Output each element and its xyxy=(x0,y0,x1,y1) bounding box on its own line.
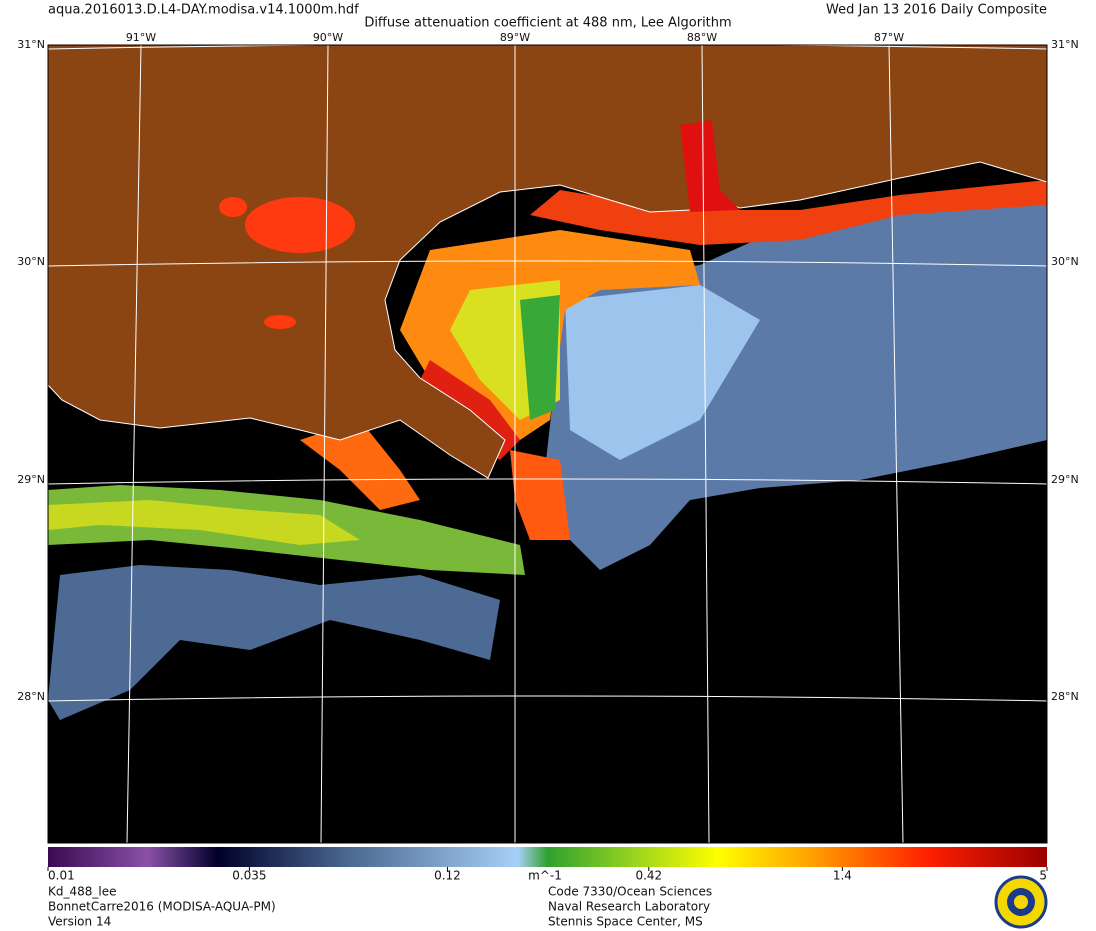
bay xyxy=(680,120,740,212)
meridian xyxy=(701,45,710,843)
longitude-label: 87°W xyxy=(874,31,904,44)
parallel xyxy=(48,45,1047,50)
latitude-label: 29°N xyxy=(17,473,45,486)
latitude-label: 30°N xyxy=(17,255,45,268)
graticule xyxy=(48,45,1047,843)
colorbar xyxy=(48,847,1047,867)
map-frame xyxy=(47,44,1048,844)
date: Wed Jan 13 2016 Daily Composite xyxy=(826,3,1047,18)
colorbar-tick-label: 0.12 xyxy=(434,869,461,883)
water-patch xyxy=(48,500,360,545)
colorbar-tick-label: 5 xyxy=(1039,869,1047,883)
longitude-label: 88°W xyxy=(687,31,717,44)
footer-right: Stennis Space Center, MS xyxy=(548,915,703,929)
water-patch xyxy=(300,420,420,510)
colorbar-tick-label: 0.42 xyxy=(635,869,662,883)
footer-left: Kd_488_lee xyxy=(48,885,117,899)
parallel xyxy=(48,478,1047,485)
colorbar-tick-label: 0.035 xyxy=(232,869,266,883)
map xyxy=(48,45,1047,843)
longitude-label: 91°W xyxy=(126,31,156,44)
latitude-label: 31°N xyxy=(1051,38,1079,51)
longitude-label: 89°W xyxy=(500,31,530,44)
file-name: aqua.2016013.D.L4-DAY.modisa.v14.1000m.h… xyxy=(48,3,359,18)
latitude-label: 28°N xyxy=(17,690,45,703)
water-patch xyxy=(510,450,570,540)
meridian xyxy=(126,45,142,843)
water-patch xyxy=(520,295,560,420)
colorbar-tick-label: 1.4 xyxy=(833,869,852,883)
footer-left: Version 14 xyxy=(48,915,111,929)
map-title: Diffuse attenuation coefficient at 488 n… xyxy=(364,16,731,31)
latitude-label: 30°N xyxy=(1051,255,1079,268)
latitude-label: 28°N xyxy=(1051,690,1079,703)
water-patch xyxy=(530,180,1047,245)
longitude-label: 90°W xyxy=(313,31,343,44)
meridian xyxy=(888,45,904,843)
parallel xyxy=(48,260,1047,267)
footer-right: Code 7330/Ocean Sciences xyxy=(548,885,712,899)
land xyxy=(48,45,1047,479)
meridian xyxy=(320,45,329,843)
colorbar-unit: m^-1 xyxy=(528,869,562,883)
lake xyxy=(245,197,355,253)
colorbar-tick-label: 0.01 xyxy=(48,869,75,883)
footer-left: BonnetCarre2016 (MODISA-AQUA-PM) xyxy=(48,900,276,914)
parallel xyxy=(48,695,1047,702)
water-patch xyxy=(565,285,760,460)
footer-right: Naval Research Laboratory xyxy=(548,900,710,914)
latitude-label: 31°N xyxy=(17,38,45,51)
latitude-label: 29°N xyxy=(1051,473,1079,486)
lake xyxy=(264,315,296,329)
logo xyxy=(994,875,1048,929)
lake xyxy=(219,197,247,217)
water-patch xyxy=(48,565,500,720)
